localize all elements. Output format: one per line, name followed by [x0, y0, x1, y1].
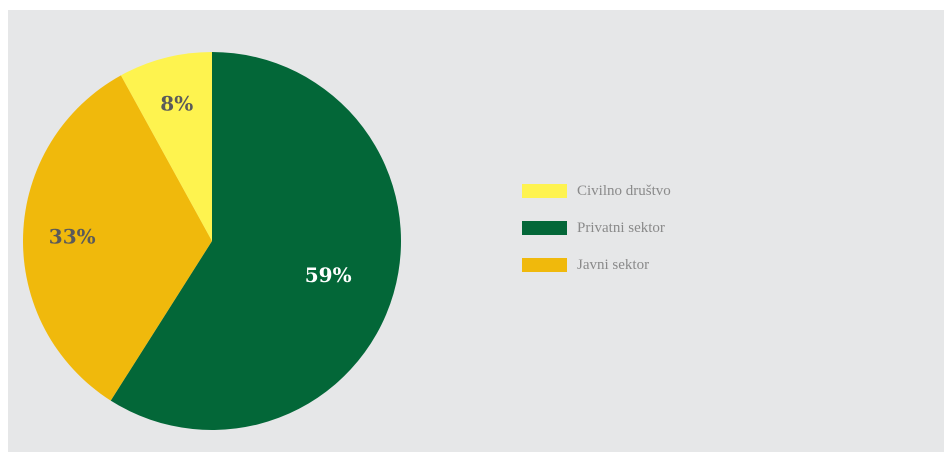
legend-label-privatni-sektor: Privatni sektor: [577, 219, 665, 236]
chart-legend: Civilno društvo Privatni sektor Javni se…: [522, 182, 671, 293]
pie-label-privatni-sektor: 59%: [305, 263, 352, 287]
legend-swatch-privatni-sektor: [522, 221, 567, 235]
legend-item-civilno-drustvo: Civilno društvo: [522, 182, 671, 200]
pie-labels: 59% 33% 8%: [49, 92, 352, 287]
pie-slice-privatni-sektor: [110, 52, 401, 430]
pie-slice-javni-sektor: [23, 75, 213, 401]
legend-swatch-civilno-drustvo: [522, 184, 567, 198]
legend-item-privatni-sektor: Privatni sektor: [522, 219, 671, 237]
pie-slice-civilno-drustvo: [120, 52, 212, 241]
pie-slices: [23, 52, 401, 430]
legend-item-javni-sektor: Javni sektor: [522, 256, 671, 274]
legend-swatch-javni-sektor: [522, 258, 567, 272]
pie-label-javni-sektor: 33%: [49, 225, 96, 249]
pie-label-civilno-drustvo: 8%: [160, 92, 193, 116]
legend-label-javni-sektor: Javni sektor: [577, 256, 650, 273]
legend-label-civilno-drustvo: Civilno društvo: [577, 182, 671, 199]
